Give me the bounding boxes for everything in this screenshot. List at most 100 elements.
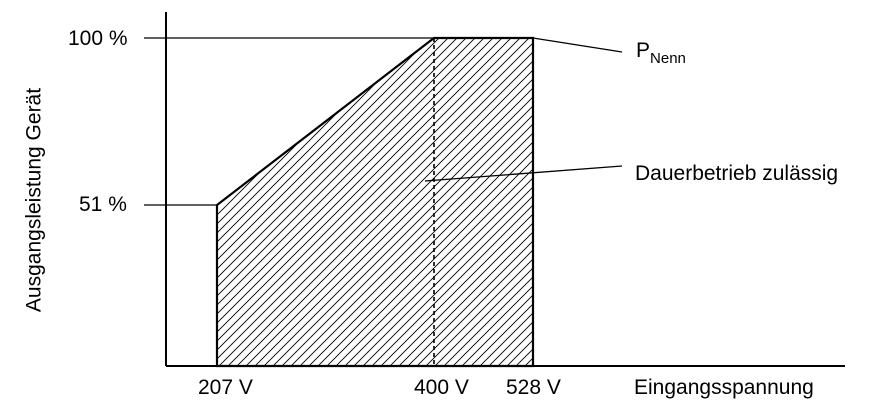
hatch-line xyxy=(217,38,406,366)
hatch-line xyxy=(217,38,415,366)
hatch-line xyxy=(452,38,533,366)
hatch-line xyxy=(506,38,533,366)
hatch-line xyxy=(281,38,533,366)
hatch-line xyxy=(326,38,533,366)
hatch-line xyxy=(732,0,896,407)
hatch-line xyxy=(804,0,896,407)
hatch-line xyxy=(669,0,896,407)
hatch-line xyxy=(714,0,896,407)
hatch-line xyxy=(217,38,370,366)
hatch-line xyxy=(750,0,896,407)
hatch-line xyxy=(479,38,533,366)
hatch-line xyxy=(217,38,533,366)
hatch-line xyxy=(217,38,533,366)
hatch-line xyxy=(543,0,896,407)
hatch-line xyxy=(217,38,533,366)
x-tick-label-528: 528 V xyxy=(506,376,561,399)
hatch-line xyxy=(398,38,533,366)
hatch-line xyxy=(217,38,532,366)
hatch-line xyxy=(795,0,896,407)
hatch-line xyxy=(552,0,896,407)
hatch-line xyxy=(524,38,533,366)
hatch-line xyxy=(515,38,533,366)
hatch-line xyxy=(217,38,487,366)
hatch-line xyxy=(741,0,896,407)
operating-region-label: Dauerbetrieb zulässig xyxy=(635,162,839,185)
hatch-line xyxy=(416,38,533,366)
hatch-line xyxy=(831,0,896,407)
hatch-line xyxy=(217,38,514,366)
hatch-line xyxy=(217,38,505,366)
hatch-line xyxy=(759,0,896,407)
hatch-line xyxy=(217,38,316,366)
hatch-line xyxy=(362,38,533,366)
hatch-line xyxy=(768,0,896,407)
hatch-line xyxy=(299,38,533,366)
y-tick-label-51: 51 % xyxy=(79,193,127,216)
hatch-line xyxy=(217,38,379,366)
y-axis-title: Ausgangsleistung Gerät xyxy=(22,87,46,313)
hatch-line xyxy=(218,38,533,366)
hatch-line xyxy=(561,0,896,407)
rated-power-label: PNenn xyxy=(636,39,686,66)
rated-power-subscript: Nenn xyxy=(650,50,686,67)
hatch-line xyxy=(217,38,533,366)
hatch-line xyxy=(317,38,533,366)
leader-line-operating-region xyxy=(424,165,623,182)
hatch-line xyxy=(651,0,896,407)
hatch-line xyxy=(660,0,896,407)
hatch-line xyxy=(344,38,533,366)
hatch-line xyxy=(777,0,896,407)
hatch-line xyxy=(371,38,533,366)
hatch-line xyxy=(217,38,361,366)
hatch-line xyxy=(867,0,896,407)
hatch-line xyxy=(217,38,533,366)
hatch-line xyxy=(786,0,896,407)
hatch-line xyxy=(217,38,533,366)
x-tick-label-207: 207 V xyxy=(198,376,253,399)
hatch-line xyxy=(0,0,9,407)
hatch-line xyxy=(588,0,896,407)
hatch-line xyxy=(425,38,533,366)
hatch-line xyxy=(217,38,533,366)
leader-line-rated-power xyxy=(532,37,623,53)
hatch-line xyxy=(840,0,896,407)
rated-power-symbol: P xyxy=(636,39,651,62)
hatch-line xyxy=(217,38,469,366)
hatch-line xyxy=(290,38,533,366)
hatch-line xyxy=(245,38,533,366)
hatch-line xyxy=(353,38,533,366)
hatch-line xyxy=(308,38,533,366)
hatch-line xyxy=(272,38,533,366)
hatch-line xyxy=(822,0,896,407)
hatch-line xyxy=(217,38,496,366)
x-axis-title: Eingangsspannung xyxy=(634,376,814,399)
hatch-line xyxy=(217,38,343,366)
hatch-line xyxy=(217,38,307,366)
hatch-line xyxy=(705,0,896,407)
hatch-line xyxy=(217,38,533,366)
hatch-line xyxy=(407,38,533,366)
x-tick-label-400: 400 V xyxy=(414,376,469,399)
hatch-line xyxy=(488,38,533,366)
operating-region-outline xyxy=(215,36,535,368)
hatch-line xyxy=(497,38,533,366)
hatch-line xyxy=(380,38,533,366)
hatch-line xyxy=(217,38,533,366)
hatch-line xyxy=(579,0,896,407)
hatch-line xyxy=(335,38,533,366)
hatch-line xyxy=(687,0,896,407)
hatch-line xyxy=(227,38,533,366)
hatch-line xyxy=(885,0,896,407)
hatch-line xyxy=(876,0,896,407)
hatch-line xyxy=(217,38,533,366)
hatch-line xyxy=(217,38,533,366)
hatch-line xyxy=(849,0,896,407)
y-tick-label-100: 100 % xyxy=(68,27,128,50)
hatch-line xyxy=(858,0,896,407)
hatch-line xyxy=(696,0,896,407)
hatch-line xyxy=(570,0,896,407)
